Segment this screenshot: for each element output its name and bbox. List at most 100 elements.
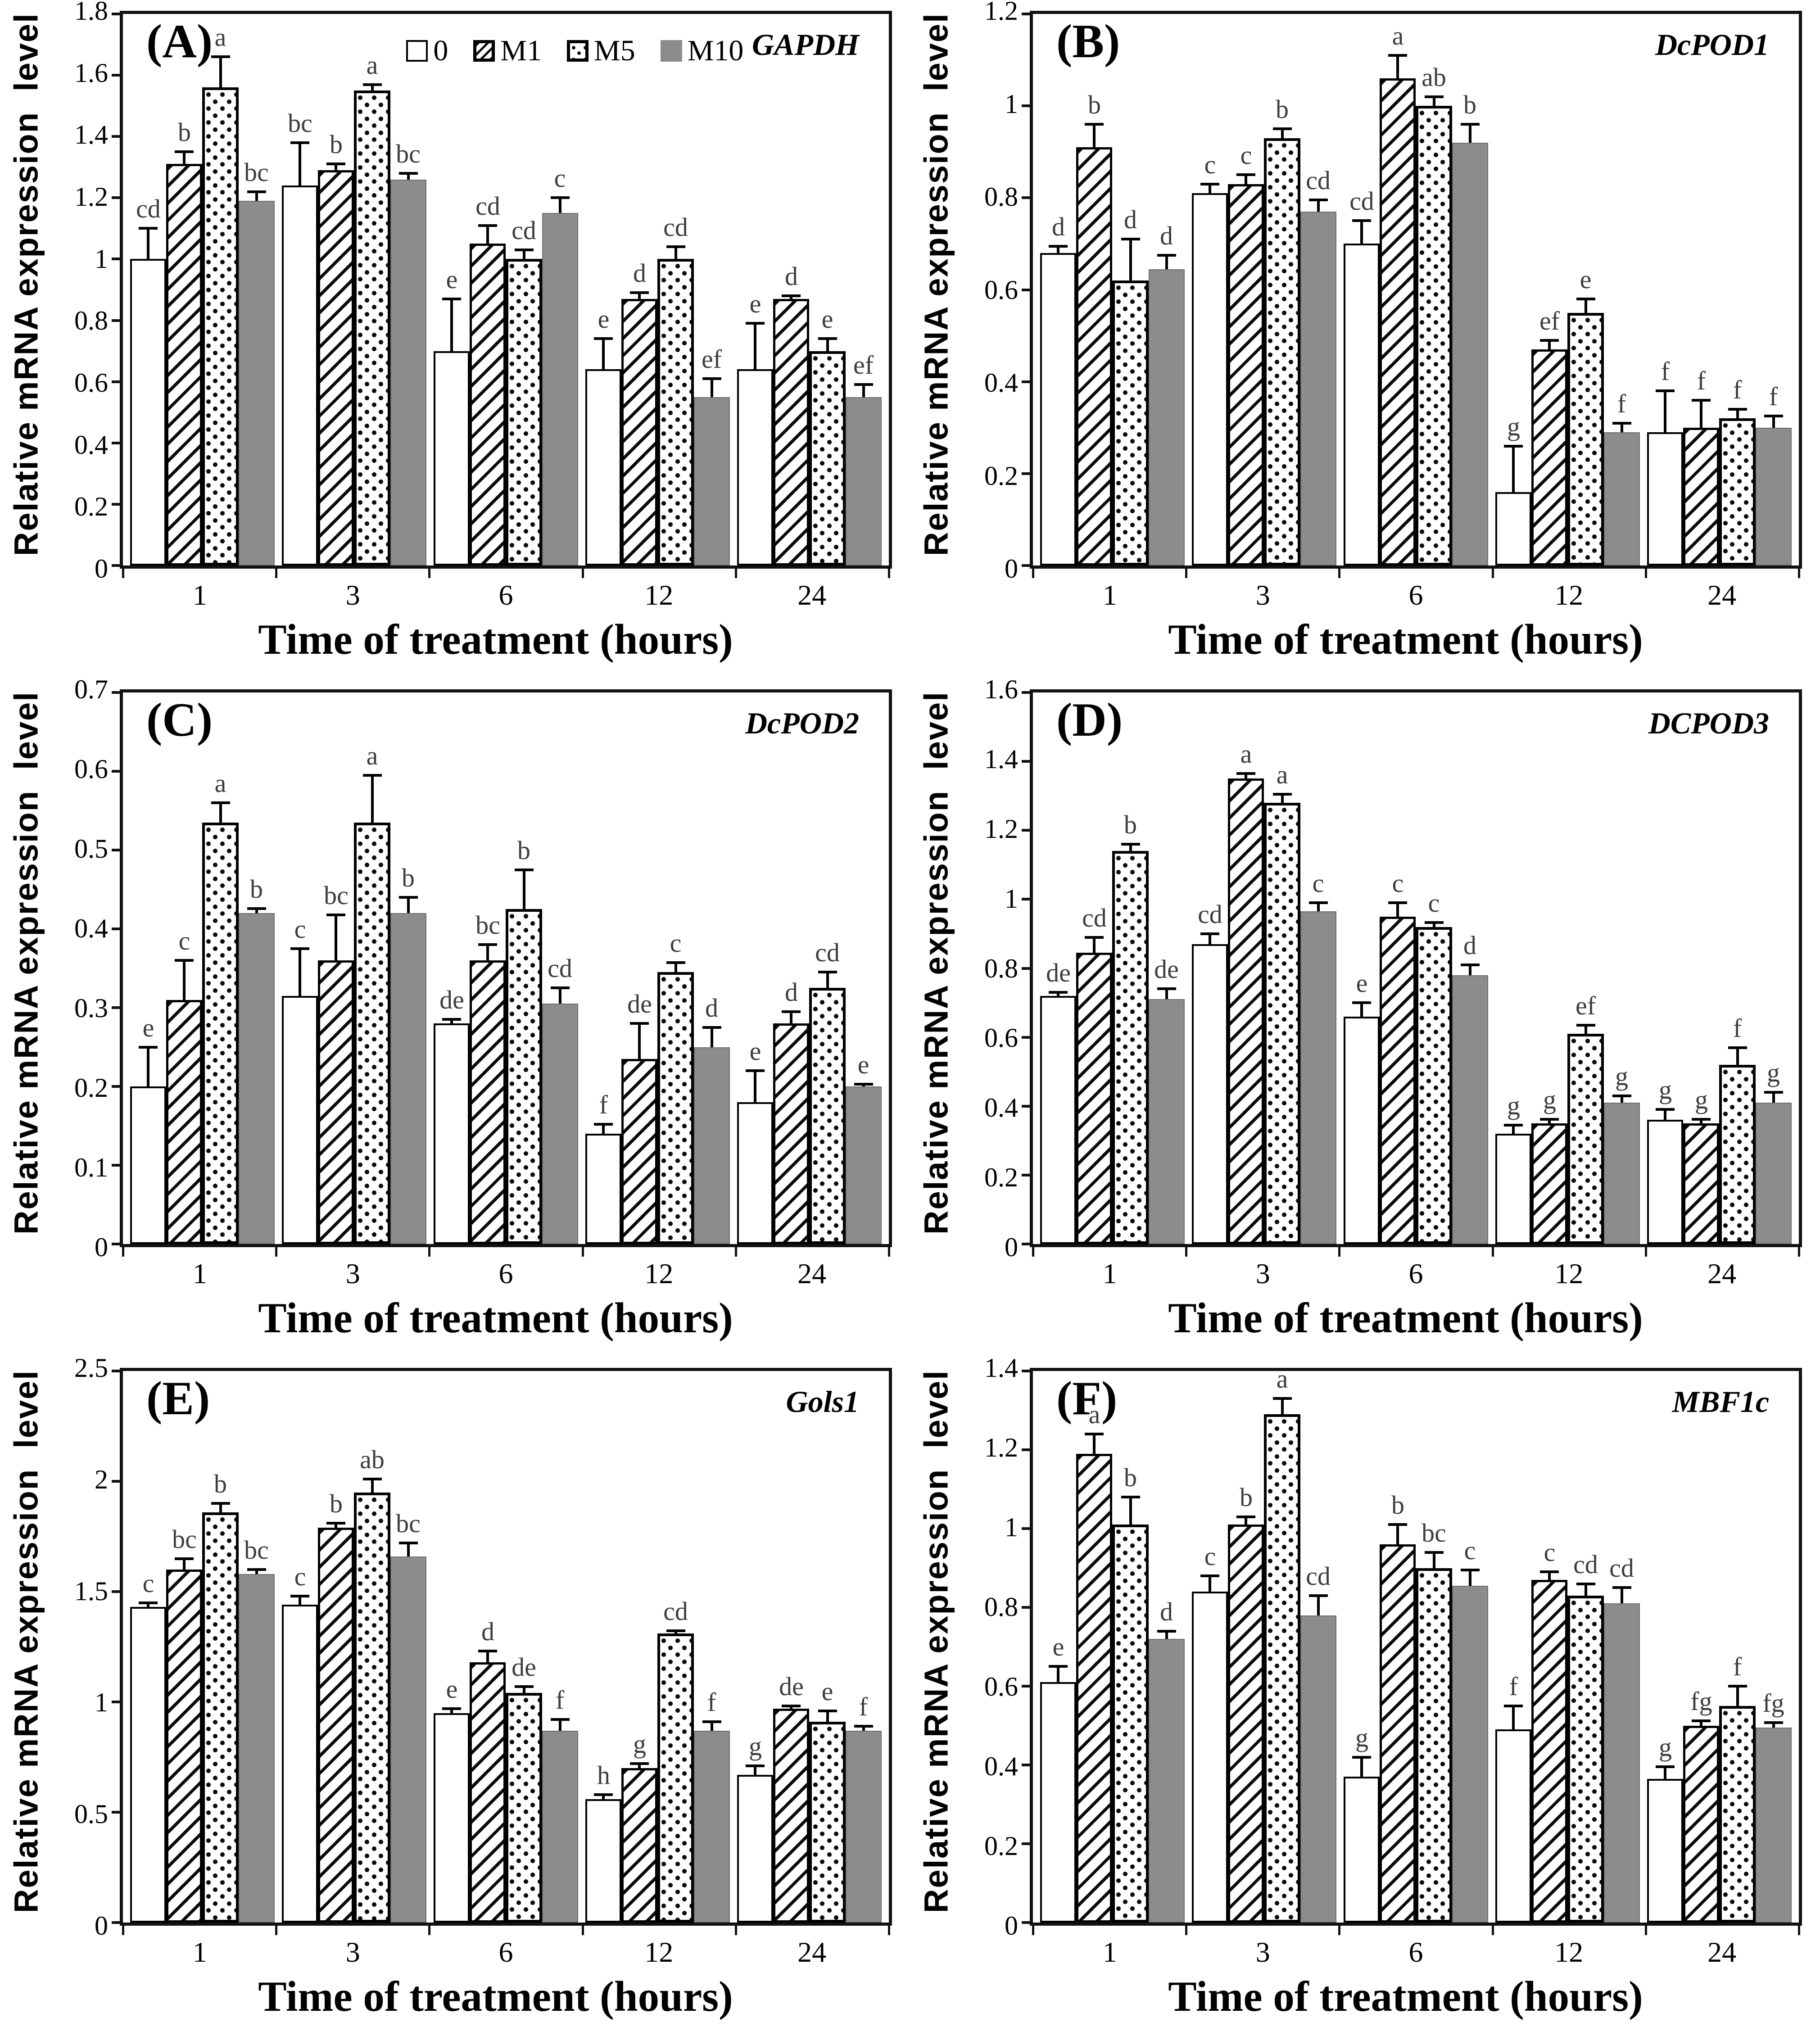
error-bar (1093, 124, 1096, 148)
bar-mbf1c-m10-1h (1148, 1639, 1185, 1923)
error-bar-cap (1157, 987, 1176, 991)
error-bar-cap (1612, 421, 1631, 425)
error-bar (1396, 903, 1399, 917)
error-bar-cap (442, 297, 462, 300)
error-bar-cap (326, 913, 346, 916)
error-bar (1512, 1125, 1515, 1134)
y-tick-label: 0.4 (984, 1751, 1018, 1781)
sig-letter: cd (1349, 186, 1374, 216)
error-bar (674, 247, 677, 259)
y-tick-mark (112, 928, 120, 931)
y-axis: 2.5 2 1.5 1 0.5 0 (52, 1354, 120, 1939)
error-bar-cap (139, 1045, 158, 1049)
error-bar (1548, 340, 1551, 350)
sig-letter: e (821, 304, 833, 334)
bar-slot: f (1755, 14, 1792, 566)
error-bar (1700, 400, 1703, 428)
error-bar-cap (478, 943, 498, 946)
error-bar (1700, 1721, 1703, 1726)
sig-letter: d (784, 262, 798, 291)
error-bar (710, 1027, 713, 1047)
x-axis: 1 3 6 12 24 (120, 569, 892, 612)
sig-letter: g (1507, 1090, 1520, 1120)
bar-gapdh-m1-1h (166, 164, 203, 566)
y-tick-label: 1.4 (74, 120, 108, 150)
sig-letter: g (633, 1729, 646, 1759)
error-bar (255, 191, 258, 201)
sig-letter: c (142, 1568, 154, 1598)
bar-group-12h: g ef e f (1495, 14, 1640, 566)
y-tick-mark (112, 319, 120, 322)
y-tick-mark (1022, 760, 1030, 763)
y-tick-label: 1.8 (74, 0, 108, 26)
y-tick-mark (112, 1590, 120, 1593)
error-bar (1245, 175, 1248, 184)
bar-slot: de (506, 1371, 542, 1923)
bar-slot: cd (470, 14, 506, 566)
error-bar-cap (818, 971, 837, 974)
legend: 0 M1 M5 M10 (406, 34, 743, 68)
bar-slot: cd (809, 692, 846, 1244)
y-tick-mark (1022, 1921, 1030, 1924)
error-bar-cap (398, 1542, 418, 1545)
bar-group-3h: c c b cd (1192, 14, 1336, 566)
panel-d: Relative mRNA expression level 1.6 1.4 1.2 1… (910, 676, 1820, 1357)
y-axis-title: Relative mRNA expression level (917, 13, 955, 556)
error-bar (1165, 255, 1168, 269)
bar-slot: b (1228, 1371, 1264, 1923)
bar-slot: b (1112, 692, 1149, 1244)
error-bar (602, 1124, 605, 1134)
error-bar-cap (514, 1685, 534, 1688)
x-tick-label: 24 (1707, 1258, 1737, 1289)
bar-dcpod1-m10-24h (1755, 427, 1792, 566)
y-tick-mark (112, 1164, 120, 1167)
error-bar-cap (1388, 1523, 1408, 1526)
bar-gols1-m1-6h (470, 1662, 506, 1923)
y-tick-label: 0.5 (74, 834, 108, 864)
sig-letter: b (214, 1469, 227, 1498)
bar-group-3h: cd a a c (1192, 692, 1336, 1244)
error-bar-cap (1692, 398, 1711, 402)
sig-letter: c (1428, 888, 1440, 918)
error-bar (754, 1766, 757, 1775)
error-bar-cap (1656, 1765, 1675, 1769)
y-tick-mark (1022, 104, 1030, 108)
bar-group-12h: h g cd f (585, 1371, 730, 1923)
panel-a: Relative mRNA expression level 1.8 1.6 1.4 1… (0, 0, 910, 679)
y-tick-label: 0.3 (74, 993, 108, 1023)
error-bar (371, 775, 374, 823)
x-tick-label: 1 (192, 1258, 207, 1289)
bar-slot: c (1192, 1371, 1228, 1923)
bar-slot: d (1452, 692, 1488, 1244)
error-bar (183, 1558, 186, 1570)
sig-letter: f (1733, 1652, 1742, 1681)
error-bar (1317, 200, 1320, 212)
x-tick-mark (1185, 569, 1188, 578)
error-bar (790, 296, 793, 299)
sig-letter: e (598, 304, 610, 334)
sig-letter: cd (136, 194, 161, 224)
error-bar-cap (211, 55, 230, 59)
y-tick-label: 1.2 (984, 0, 1018, 26)
sig-letter: c (1204, 1542, 1216, 1571)
error-bar (1548, 1119, 1551, 1124)
x-tick-mark (428, 569, 431, 578)
y-tick-label: 1 (1005, 883, 1018, 914)
sig-letter: c (178, 926, 190, 956)
bar-slot: e (809, 14, 846, 566)
bar-gapdh-0-12h (585, 369, 622, 566)
bar-slot: a (1076, 1371, 1113, 1923)
bar-dcpod1-0-1h (1040, 253, 1077, 566)
error-bar (219, 1503, 222, 1512)
error-bar (1512, 446, 1515, 492)
sig-letter: b (402, 863, 415, 892)
x-axis-title: Time of treatment (hours) (258, 615, 733, 663)
error-bar-cap (630, 1022, 649, 1025)
bar-gols1-0-24h (737, 1774, 774, 1923)
error-bar (602, 339, 605, 370)
bar-slot: g (737, 1371, 774, 1923)
bar-slot: f (585, 692, 622, 1244)
plot-area-e: c bc b bc c b ab bc e d de f h g cd f g de e f (E) Gols1 (112, 1368, 892, 1935)
sig-letter: a (366, 50, 378, 80)
x-tick-mark (1644, 1926, 1647, 1935)
